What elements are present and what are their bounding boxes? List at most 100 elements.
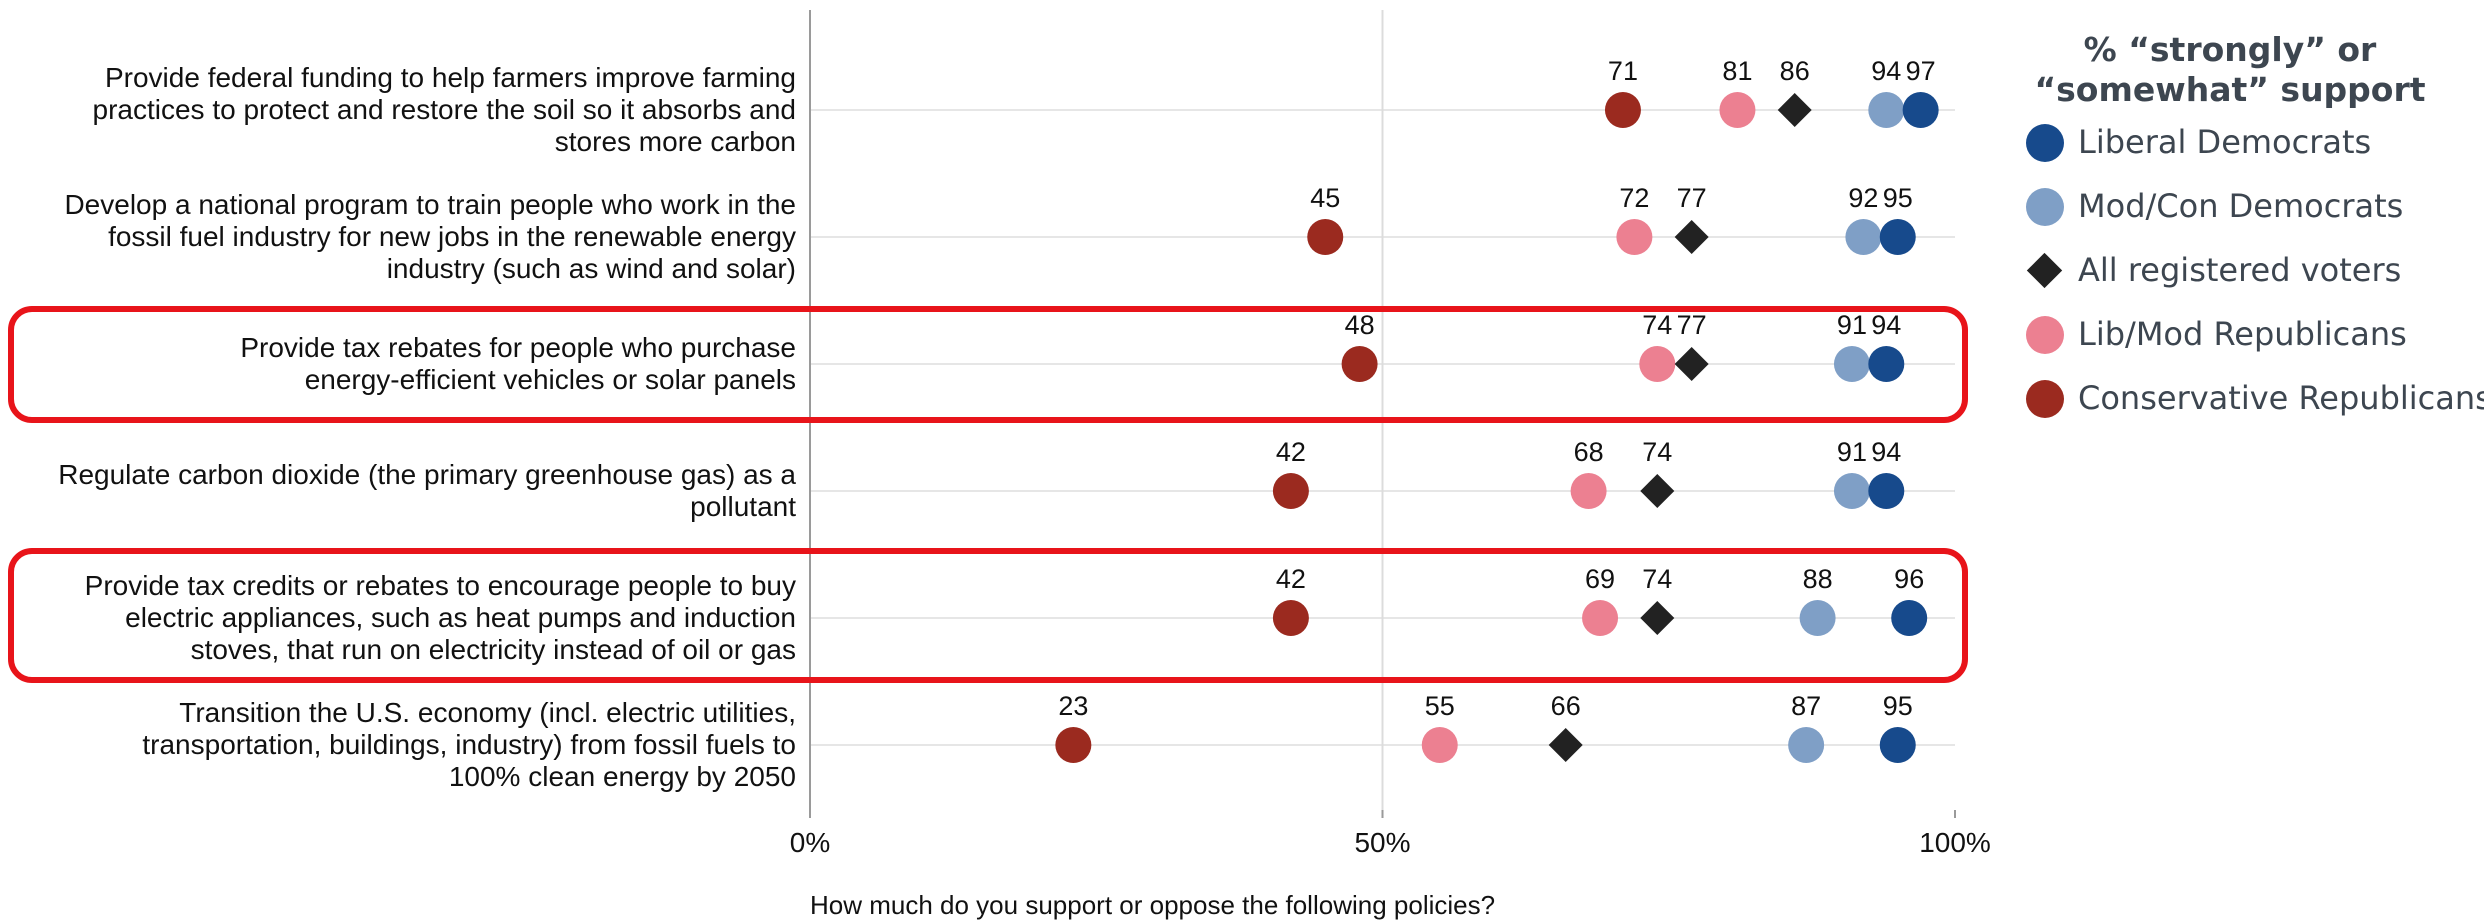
category-label-line: 100% clean energy by 2050	[448, 761, 796, 792]
legend-item: Mod/Con Democrats	[2020, 174, 2484, 238]
data-label: 97	[1906, 56, 1936, 86]
circle-marker-icon	[2026, 380, 2064, 418]
x-tick-label: 0%	[790, 827, 830, 858]
category-label-line: pollutant	[690, 491, 796, 522]
category-label-line: practices to protect and restore the soi…	[92, 94, 797, 125]
point-diamond	[1777, 93, 1812, 127]
data-label: 86	[1780, 56, 1810, 86]
legend-label: All registered voters	[2078, 251, 2402, 289]
legend-marker	[2020, 122, 2072, 162]
highlight-box	[8, 548, 1968, 683]
legend-marker	[2020, 378, 2072, 418]
data-label: 95	[1883, 183, 1913, 213]
category-label-line: fossil fuel industry for new jobs in the…	[108, 221, 796, 252]
data-label: 69	[1585, 564, 1615, 594]
x-axis-title: How much do you support or oppose the fo…	[810, 890, 1496, 920]
data-label: 66	[1551, 691, 1581, 721]
point-circle	[1639, 346, 1676, 382]
circle-marker-icon	[2026, 188, 2064, 226]
point-circle	[1879, 219, 1916, 255]
data-label: 87	[1791, 691, 1821, 721]
legend-item: Conservative Republicans	[2020, 366, 2484, 430]
legend-title-line: % “strongly” or	[2083, 30, 2377, 69]
data-label: 45	[1310, 183, 1340, 213]
legend-marker	[2020, 186, 2072, 226]
point-circle	[1879, 727, 1916, 763]
data-label: 71	[1608, 56, 1638, 86]
point-circle	[1902, 92, 1939, 128]
point-circle	[1055, 727, 1092, 763]
x-tick-label: 50%	[1354, 827, 1410, 858]
point-diamond	[1674, 347, 1709, 381]
data-label: 42	[1276, 437, 1306, 467]
legend-title: % “strongly” or “somewhat” support	[2020, 30, 2440, 110]
data-label: 74	[1642, 310, 1672, 340]
legend-item: Lib/Mod Republicans	[2020, 302, 2484, 366]
legend-item: Liberal Democrats	[2020, 110, 2484, 174]
category-label-line: transportation, buildings, industry) fro…	[142, 729, 796, 760]
point-circle	[1570, 473, 1607, 509]
point-diamond	[1548, 728, 1583, 762]
legend-marker	[2020, 314, 2072, 354]
circle-marker-icon	[2026, 316, 2064, 354]
category-label-line: Develop a national program to train peop…	[64, 189, 796, 220]
category-label: Provide tax credits or rebates to encour…	[0, 570, 796, 666]
point-circle	[1799, 600, 1836, 636]
point-circle	[1788, 727, 1825, 763]
data-label: 72	[1619, 183, 1649, 213]
data-label: 94	[1871, 437, 1901, 467]
category-label-line: industry (such as wind and solar)	[386, 253, 796, 284]
category-label-line: Transition the U.S. economy (incl. elect…	[179, 697, 796, 728]
legend-label: Lib/Mod Republicans	[2078, 315, 2407, 353]
point-circle	[1868, 346, 1905, 382]
data-label: 77	[1677, 310, 1707, 340]
data-label: 88	[1803, 564, 1833, 594]
category-label: Provide tax rebates for people who purch…	[0, 332, 796, 396]
point-circle	[1719, 92, 1756, 128]
point-circle	[1604, 92, 1641, 128]
data-label: 96	[1894, 564, 1924, 594]
category-label-line: Provide tax credits or rebates to encour…	[84, 570, 796, 601]
point-circle	[1833, 346, 1870, 382]
point-circle	[1868, 473, 1905, 509]
point-circle	[1891, 600, 1928, 636]
data-label: 74	[1642, 564, 1672, 594]
legend-label: Mod/Con Democrats	[2078, 187, 2404, 225]
point-circle	[1845, 219, 1882, 255]
category-label-line: stores more carbon	[554, 126, 796, 157]
legend-label: Conservative Republicans	[2078, 379, 2484, 417]
point-circle	[1421, 727, 1458, 763]
point-circle	[1868, 92, 1905, 128]
point-circle	[1616, 219, 1653, 255]
data-label: 94	[1871, 56, 1901, 86]
legend-marker	[2020, 250, 2072, 290]
highlight-box	[8, 306, 1968, 423]
category-label-line: Regulate carbon dioxide (the primary gre…	[58, 459, 796, 490]
data-label: 23	[1058, 691, 1088, 721]
category-label: Transition the U.S. economy (incl. elect…	[0, 697, 796, 793]
data-label: 74	[1642, 437, 1672, 467]
point-diamond	[1640, 601, 1675, 635]
point-circle	[1272, 473, 1309, 509]
category-label-line: Provide federal funding to help farmers …	[104, 62, 796, 93]
point-diamond	[1640, 474, 1675, 508]
point-circle	[1272, 600, 1309, 636]
data-label: 92	[1848, 183, 1878, 213]
point-diamond	[1674, 220, 1709, 254]
point-circle	[1307, 219, 1344, 255]
data-label: 91	[1837, 310, 1867, 340]
diamond-marker-icon	[2026, 252, 2063, 289]
data-label: 95	[1883, 691, 1913, 721]
point-circle	[1582, 600, 1619, 636]
category-label: Regulate carbon dioxide (the primary gre…	[0, 459, 796, 523]
category-label: Develop a national program to train peop…	[0, 189, 796, 285]
circle-marker-icon	[2026, 124, 2064, 162]
data-label: 55	[1425, 691, 1455, 721]
point-circle	[1341, 346, 1378, 382]
legend-title-line: “somewhat” support	[2034, 70, 2426, 109]
legend-item: All registered voters	[2020, 238, 2484, 302]
point-circle	[1833, 473, 1870, 509]
category-label: Provide federal funding to help farmers …	[0, 62, 797, 158]
category-label-line: electric appliances, such as heat pumps …	[125, 602, 796, 633]
